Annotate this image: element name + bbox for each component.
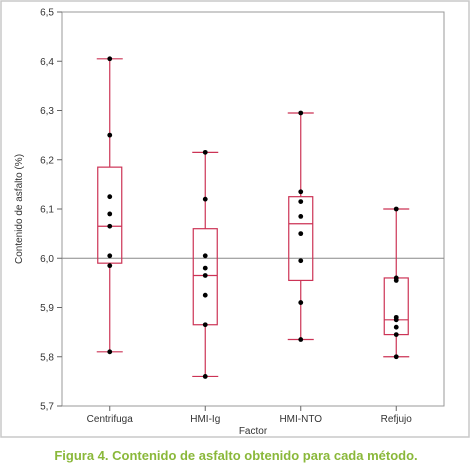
- x-tick-label: Centrifuga: [87, 414, 134, 425]
- data-point: [107, 223, 113, 229]
- x-tick-label: Refjujo: [381, 414, 413, 425]
- data-point: [393, 324, 399, 330]
- data-point: [202, 265, 208, 271]
- figure-caption: Figura 4. Contenido de asfalto obtenido …: [54, 448, 418, 463]
- data-point: [393, 206, 399, 212]
- y-tick-label: 6,4: [40, 57, 54, 68]
- y-axis-label: Contenido de asfalto (%): [14, 154, 25, 264]
- data-point: [298, 110, 304, 116]
- data-point: [298, 199, 304, 205]
- plot-area: [61, 11, 445, 407]
- box-iqr: [288, 196, 314, 282]
- data-point: [202, 374, 208, 379]
- data-point: [298, 258, 304, 264]
- data-point: [393, 278, 399, 283]
- data-point: [107, 194, 113, 200]
- x-tick-label: HMI-NTO: [279, 414, 322, 425]
- data-point: [393, 354, 399, 360]
- boxplot: 5,7 5,8 5,9 6,0 6,1 6,2 6,3 6,4 6,5 Centrifuga HMI…: [40, 8, 444, 425]
- data-point: [107, 263, 113, 269]
- data-point: [107, 349, 113, 355]
- data-point: [393, 317, 399, 323]
- y-tick-label: 5,7: [40, 402, 54, 413]
- y-tick-label: 5,9: [40, 303, 54, 314]
- y-tick-label: 5,8: [40, 352, 54, 363]
- data-point: [202, 292, 208, 298]
- y-tick-label: 6,5: [40, 8, 54, 19]
- data-point: [298, 337, 304, 342]
- data-point: [202, 273, 208, 278]
- x-axis-label: Factor: [239, 426, 268, 437]
- data-point: [298, 231, 304, 237]
- data-point: [202, 253, 208, 259]
- data-point: [298, 300, 304, 305]
- box-iqr: [97, 166, 123, 264]
- data-point: [202, 322, 208, 328]
- y-tick-label: 6,0: [40, 254, 54, 265]
- data-point: [202, 149, 208, 155]
- y-tick-label: 6,3: [40, 106, 54, 117]
- data-point: [202, 196, 208, 202]
- data-point: [107, 211, 113, 217]
- data-point: [107, 132, 113, 138]
- data-point: [298, 189, 304, 195]
- data-point: [298, 213, 304, 219]
- y-tick-label: 6,2: [40, 155, 54, 166]
- data-point: [107, 56, 113, 62]
- data-point: [107, 253, 113, 259]
- x-tick-label: HMI-Ig: [190, 414, 220, 425]
- y-tick-label: 6,1: [40, 205, 54, 216]
- data-point: [393, 332, 399, 337]
